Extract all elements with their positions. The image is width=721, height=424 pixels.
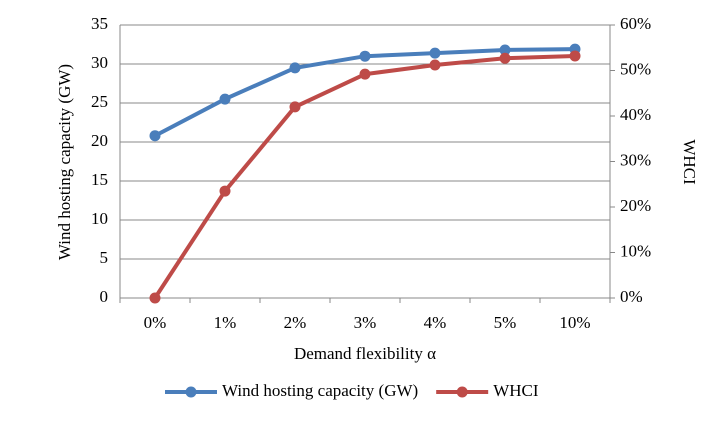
point <box>149 292 161 304</box>
y-tick-label: 10 <box>91 209 108 228</box>
y2-tick-label: 50% <box>620 59 651 78</box>
y-tick-label: 0 <box>100 287 109 306</box>
x-tick-label: 2% <box>284 313 307 332</box>
y-axis-label: Wind hosting capacity (GW) <box>55 64 74 260</box>
legend-label: WHCI <box>493 381 539 400</box>
x-tick-label: 4% <box>424 313 447 332</box>
y2-tick-label: 60% <box>620 14 651 33</box>
point <box>359 68 371 80</box>
legend-label: Wind hosting capacity (GW) <box>222 381 418 400</box>
point <box>359 50 371 62</box>
y-tick-label: 30 <box>91 53 108 72</box>
y-tick-label: 5 <box>100 248 109 267</box>
x-tick-label: 5% <box>494 313 517 332</box>
y2-tick-label: 20% <box>620 196 651 215</box>
y-tick-label: 15 <box>91 170 108 189</box>
x-tick-label: 10% <box>559 313 590 332</box>
y2-tick-label: 0% <box>620 287 643 306</box>
point <box>219 93 231 105</box>
point <box>289 62 301 74</box>
series-line <box>154 47 576 138</box>
x-tick-label: 1% <box>214 313 237 332</box>
x-tick-label: 3% <box>354 313 377 332</box>
y2-axis-label: WHCI <box>680 139 699 185</box>
series-line <box>153 53 576 300</box>
y-tick-label: 25 <box>91 92 108 111</box>
y-tick-label: 35 <box>91 14 108 33</box>
y-tick-label: 20 <box>91 131 108 150</box>
legend-marker <box>185 386 197 398</box>
point <box>499 52 511 64</box>
point <box>149 130 161 142</box>
y2-tick-label: 40% <box>620 105 651 124</box>
y2-tick-label: 30% <box>620 150 651 169</box>
y2-tick-label: 10% <box>620 241 651 260</box>
point <box>289 101 301 113</box>
point <box>429 47 441 59</box>
point <box>499 44 511 56</box>
x-axis-label: Demand flexibility α <box>294 344 436 363</box>
point <box>569 50 581 62</box>
legend-marker <box>456 386 468 398</box>
point <box>429 59 441 71</box>
x-tick-label: 0% <box>144 313 167 332</box>
point <box>219 185 231 197</box>
